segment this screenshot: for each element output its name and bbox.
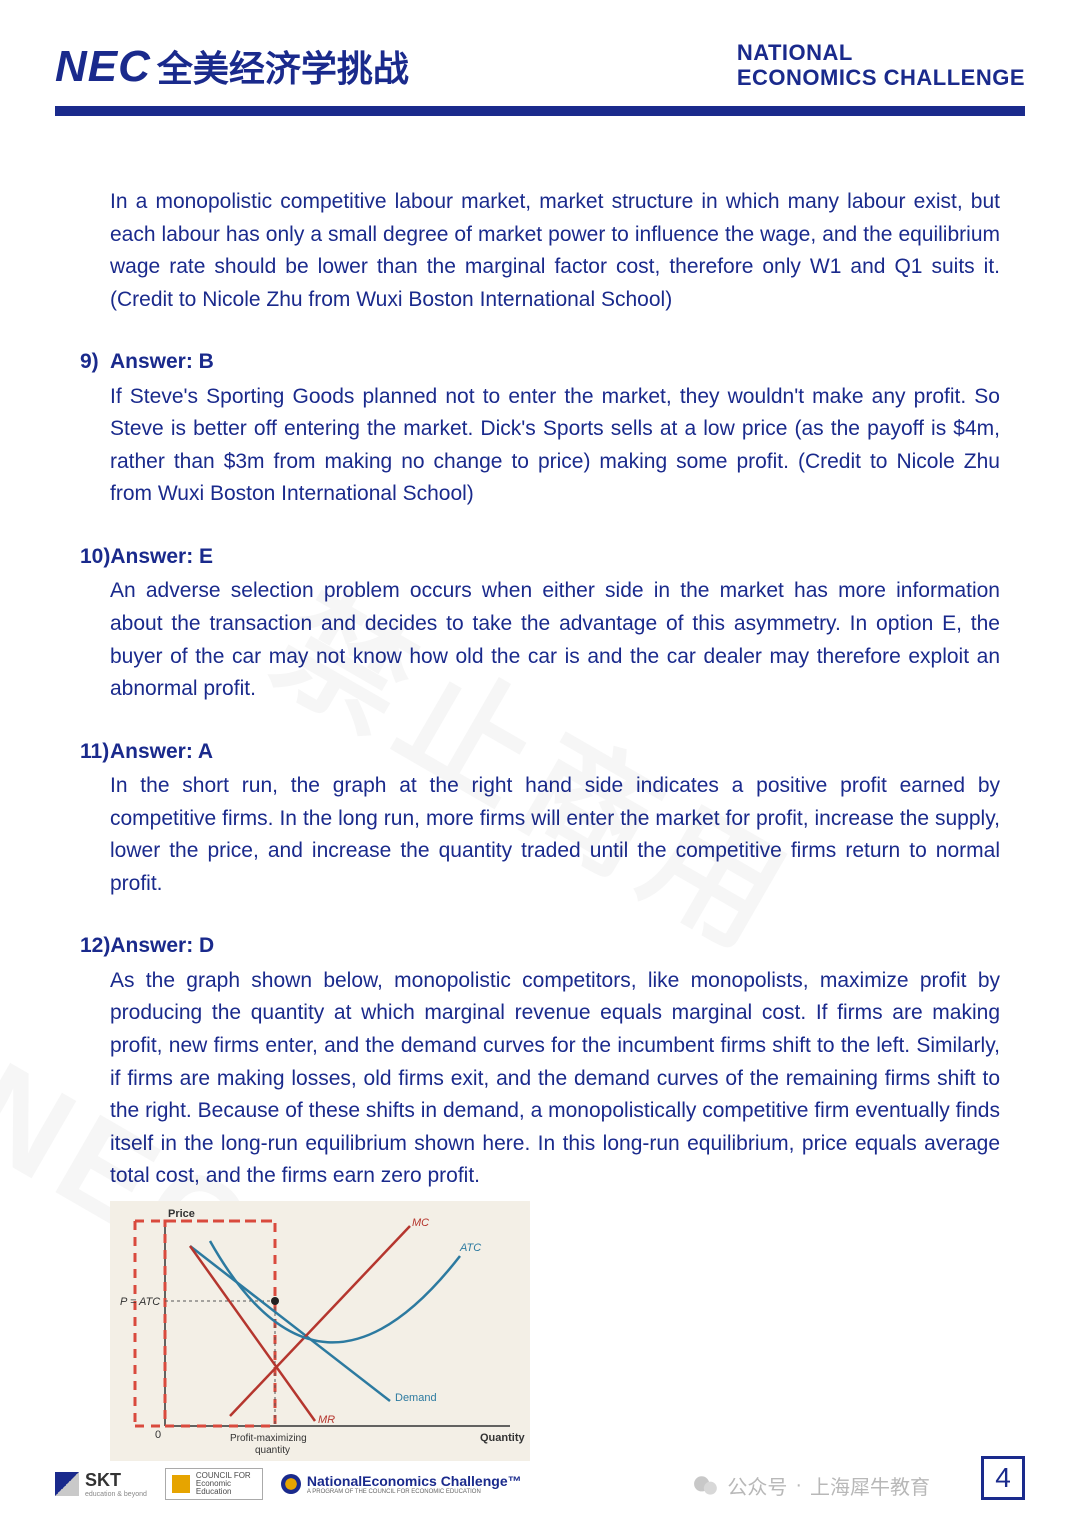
nec-logo-text: NEC	[55, 42, 151, 92]
header-rule	[55, 106, 1025, 116]
page-number: 4	[981, 1456, 1025, 1500]
nec-footer-sub: A PROGRAM OF THE COUNCIL FOR ECONOMIC ED…	[307, 1489, 522, 1495]
answer-num: 9)	[80, 346, 110, 379]
content-area: In a monopolistic competitive labour mar…	[0, 116, 1080, 1461]
nec-logo-cn: 全美经济学挑战	[157, 40, 409, 92]
answer-num: 12)	[80, 930, 110, 963]
skt-icon	[55, 1472, 79, 1496]
x-axis-label: Quantity	[480, 1432, 525, 1444]
econ-chart: Price Quantity P = ATC 0 Profit-maximizi…	[110, 1201, 530, 1461]
wechat-sep: ·	[795, 1474, 802, 1497]
mr-label: MR	[318, 1414, 335, 1426]
answer-body: An adverse selection problem occurs when…	[80, 575, 1000, 705]
answer-9: 9) Answer: B If Steve's Sporting Goods p…	[80, 346, 1000, 511]
intro-paragraph: In a monopolistic competitive labour mar…	[80, 186, 1000, 316]
header-right-line2: ECONOMICS CHALLENGE	[737, 65, 1025, 90]
y-axis-label: Price	[168, 1208, 195, 1220]
xq-label-2: quantity	[255, 1445, 290, 1456]
atc-label: ATC	[459, 1242, 481, 1254]
answer-num: 10)	[80, 541, 110, 574]
answer-body: As the graph shown below, monopolistic c…	[80, 965, 1000, 1193]
answer-head: Answer: E	[110, 541, 213, 574]
patc-label: P = ATC	[120, 1296, 160, 1308]
mc-label: MC	[412, 1217, 429, 1229]
skt-sub: education & beyond	[85, 1491, 147, 1498]
answer-11: 11) Answer: A In the short run, the grap…	[80, 736, 1000, 901]
nec-footer-logo: NationalEconomics Challenge™ A PROGRAM O…	[281, 1473, 522, 1495]
origin-label: 0	[155, 1429, 161, 1441]
demand-label: Demand	[395, 1392, 437, 1404]
answer-12: 12) Answer: D As the graph shown below, …	[80, 930, 1000, 1460]
answer-body: In the short run, the graph at the right…	[80, 770, 1000, 900]
wechat-label: 公众号	[727, 1471, 787, 1500]
answer-body: If Steve's Sporting Goods planned not to…	[80, 381, 1000, 511]
cee-icon	[172, 1475, 190, 1493]
skt-text: SKT	[85, 1470, 147, 1491]
wechat-name: 上海犀牛教育	[810, 1471, 930, 1500]
answer-head: Answer: D	[110, 930, 214, 963]
xq-label-1: Profit-maximizing	[230, 1433, 307, 1444]
skt-logo: SKT education & beyond	[55, 1470, 147, 1498]
answer-head: Answer: B	[110, 346, 214, 379]
logo-left: NEC 全美经济学挑战	[55, 40, 409, 92]
nec-footer-text: NationalEconomics Challenge™	[307, 1473, 522, 1489]
cee-text: COUNCIL FOR Economic Education	[196, 1472, 256, 1496]
header-right-line1: NATIONAL	[737, 40, 1025, 65]
answer-head: Answer: A	[110, 736, 213, 769]
logo-right: NATIONAL ECONOMICS CHALLENGE	[737, 40, 1025, 91]
chart-svg: Price Quantity P = ATC 0 Profit-maximizi…	[110, 1201, 530, 1461]
page-header: NEC 全美经济学挑战 NATIONAL ECONOMICS CHALLENGE	[0, 0, 1080, 92]
answer-10: 10) Answer: E An adverse selection probl…	[80, 541, 1000, 706]
footer-logos: SKT education & beyond COUNCIL FOR Econo…	[55, 1468, 522, 1500]
answer-num: 11)	[80, 736, 110, 769]
nec-footer-icon	[281, 1474, 301, 1494]
wechat-icon	[693, 1473, 719, 1499]
cee-logo: COUNCIL FOR Economic Education	[165, 1468, 263, 1500]
wechat-watermark: 公众号 · 上海犀牛教育	[693, 1471, 930, 1500]
